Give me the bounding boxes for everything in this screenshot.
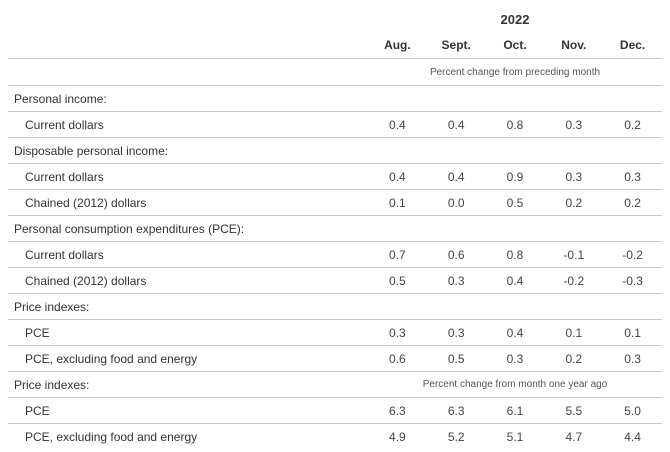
month-header-spacer (8, 32, 368, 59)
month-header: Aug. (368, 32, 427, 59)
cell-value: 0.3 (544, 163, 604, 190)
row-label: Current dollars (8, 163, 368, 190)
unit-note-row: Percent change from preceding month (8, 59, 662, 86)
cell-value: 6.3 (368, 397, 427, 424)
cell-value: 0.5 (485, 189, 545, 216)
personal-income-table: 2022 Aug. Sept. Oct. Nov. Dec. Percent c… (8, 6, 662, 449)
section-label: Disposable personal income: (8, 137, 368, 164)
cell-value: 5.2 (426, 423, 486, 449)
cell-value: 0.2 (603, 189, 662, 216)
cell-value: -0.3 (603, 267, 662, 294)
cell-value: 0.4 (368, 111, 427, 138)
cell-value: -0.2 (544, 267, 604, 294)
cell-value: 0.1 (603, 319, 662, 346)
table-row: PCE, excluding food and energy 4.9 5.2 5.1 4… (8, 423, 662, 449)
unit-note: Percent change from month one year ago (368, 371, 662, 398)
table-row: Chained (2012) dollars 0.1 0.0 0.5 0.2 0.2 (8, 189, 662, 216)
row-label: Chained (2012) dollars (8, 189, 368, 216)
cell-value: 0.3 (603, 163, 662, 190)
row-label: Current dollars (8, 111, 368, 138)
table-row: PCE 6.3 6.3 6.1 5.5 5.0 (8, 397, 662, 424)
cell-value: 5.0 (603, 397, 662, 424)
table-row: Chained (2012) dollars 0.5 0.3 0.4 -0.2 -0.3 (8, 267, 662, 294)
section-label: Personal income: (8, 85, 368, 112)
table-row: PCE, excluding food and energy 0.6 0.5 0.3 0… (8, 345, 662, 372)
section-spacer (368, 85, 662, 112)
cell-value: 0.7 (368, 241, 427, 268)
year-header-row: 2022 (8, 6, 662, 32)
month-header: Sept. (426, 32, 486, 59)
cell-value: 0.3 (603, 345, 662, 372)
section-spacer (368, 293, 662, 320)
cell-value: 0.3 (426, 267, 486, 294)
cell-value: 0.2 (603, 111, 662, 138)
cell-value: 0.3 (544, 111, 604, 138)
section-label: Price indexes: (8, 293, 368, 320)
section-header-row: Personal consumption expenditures (PCE): (8, 215, 662, 242)
cell-value: 0.4 (426, 163, 486, 190)
cell-value: 0.8 (485, 241, 545, 268)
cell-value: 0.4 (485, 319, 545, 346)
row-label: PCE, excluding food and energy (8, 345, 368, 372)
cell-value: 0.2 (544, 189, 604, 216)
cell-value: 0.1 (544, 319, 604, 346)
table-row: Current dollars 0.7 0.6 0.8 -0.1 -0.2 (8, 241, 662, 268)
section-header-row: Personal income: (8, 85, 662, 112)
cell-value: -0.2 (603, 241, 662, 268)
month-header: Dec. (603, 32, 662, 59)
cell-value: 0.6 (368, 345, 427, 372)
section-label: Personal consumption expenditures (PCE): (8, 215, 368, 242)
table-row: Current dollars 0.4 0.4 0.8 0.3 0.2 (8, 111, 662, 138)
row-label: Chained (2012) dollars (8, 267, 368, 294)
section-header-row: Price indexes: Percent change from month … (8, 371, 662, 398)
section-spacer (368, 137, 662, 164)
table-row: Current dollars 0.4 0.4 0.9 0.3 0.3 (8, 163, 662, 190)
table-row: PCE 0.3 0.3 0.4 0.1 0.1 (8, 319, 662, 346)
cell-value: 0.9 (485, 163, 545, 190)
cell-value: 0.4 (368, 163, 427, 190)
month-header-row: Aug. Sept. Oct. Nov. Dec. (8, 32, 662, 59)
row-label: Current dollars (8, 241, 368, 268)
section-label: Price indexes: (8, 371, 368, 398)
cell-value: -0.1 (544, 241, 604, 268)
cell-value: 0.0 (426, 189, 486, 216)
cell-value: 5.5 (544, 397, 604, 424)
cell-value: 0.5 (426, 345, 486, 372)
cell-value: 0.3 (485, 345, 545, 372)
cell-value: 0.6 (426, 241, 486, 268)
cell-value: 0.3 (426, 319, 486, 346)
cell-value: 0.4 (485, 267, 545, 294)
row-label: PCE (8, 397, 368, 424)
unit-note: Percent change from preceding month (429, 66, 601, 78)
cell-value: 0.1 (368, 189, 427, 216)
cell-value: 5.1 (485, 423, 545, 449)
cell-value: 6.3 (426, 397, 486, 424)
row-label: PCE (8, 319, 368, 346)
cell-value: 0.3 (368, 319, 427, 346)
section-spacer (368, 215, 662, 242)
cell-value: 0.4 (426, 111, 486, 138)
cell-value: 0.5 (368, 267, 427, 294)
note-spacer (8, 59, 368, 86)
section-header-row: Price indexes: (8, 293, 662, 320)
table-body: Personal income: Current dollars 0.4 0.4 0.8… (8, 85, 662, 449)
month-header: Oct. (485, 32, 545, 59)
cell-value: 6.1 (485, 397, 545, 424)
month-header: Nov. (544, 32, 604, 59)
row-label: PCE, excluding food and energy (8, 423, 368, 449)
cell-value: 0.8 (485, 111, 545, 138)
year-label: 2022 (500, 11, 530, 27)
cell-value: 4.4 (603, 423, 662, 449)
cell-value: 4.7 (544, 423, 604, 449)
cell-value: 4.9 (368, 423, 427, 449)
cell-value: 0.2 (544, 345, 604, 372)
header-spacer (8, 6, 368, 32)
section-header-row: Disposable personal income: (8, 137, 662, 164)
